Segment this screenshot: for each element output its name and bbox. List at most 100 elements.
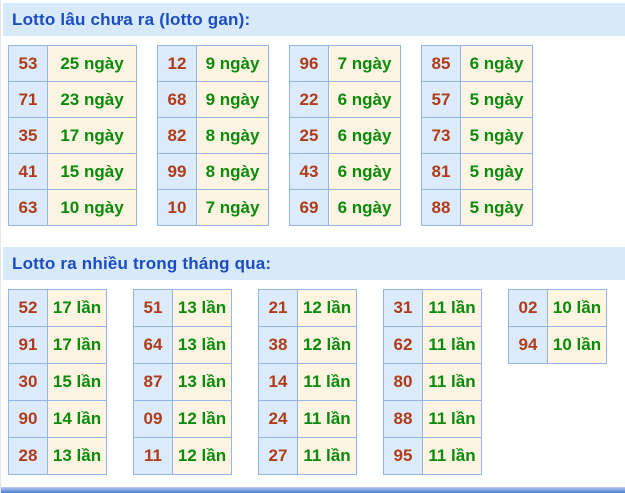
lotto-frequency-cell: 12 lần: [172, 437, 232, 475]
table-row: 27 11 lần: [258, 437, 357, 475]
lotto-table: 12 9 ngày 68 9 ngày 82 8 ngày 99 8 ngày 10 7 ngày: [157, 45, 269, 226]
table-row: 99 8 ngày: [157, 153, 269, 190]
lotto-frequency-cell: 13 lần: [47, 437, 107, 475]
section-lotto-frequent: Lotto ra nhiều trong tháng qua: 52 17 lần…: [1, 247, 625, 475]
lotto-number-cell: 88: [383, 400, 423, 438]
lotto-frequency-cell: 5 ngày: [460, 189, 533, 226]
lotto-number-cell: 28: [8, 437, 48, 475]
lotto-frequency-cell: 5 ngày: [460, 81, 533, 118]
lotto-number-cell: 10: [157, 189, 197, 226]
lotto-number-cell: 53: [8, 45, 48, 82]
lotto-number-cell: 68: [157, 81, 197, 118]
lotto-number-cell: 43: [289, 153, 329, 190]
lotto-frequency-cell: 15 lần: [47, 363, 107, 401]
lotto-number-cell: 96: [289, 45, 329, 82]
table-row: 88 5 ngày: [421, 189, 533, 226]
table-row: 21 12 lần: [258, 289, 357, 327]
table-row: 94 10 lần: [508, 326, 607, 364]
lotto-table: 52 17 lần 91 17 lần 30 15 lần 90 14 lần 28 13 lần: [8, 289, 107, 475]
lotto-number-cell: 22: [289, 81, 329, 118]
table-row: 95 11 lần: [383, 437, 482, 475]
bottom-divider-bar: [1, 487, 625, 493]
lotto-frequency-cell: 14 lần: [47, 400, 107, 438]
table-row: 96 7 ngày: [289, 45, 401, 82]
table-row: 52 17 lần: [8, 289, 107, 327]
table-row: 64 13 lần: [133, 326, 232, 364]
lotto-number-cell: 25: [289, 117, 329, 154]
table-row: 38 12 lần: [258, 326, 357, 364]
table-row: 87 13 lần: [133, 363, 232, 401]
lotto-table: 02 10 lần 94 10 lần: [508, 289, 607, 364]
lotto-gan-tables: 53 25 ngày 71 23 ngày 35 17 ngày 41 15 ngày 63 10…: [1, 45, 625, 226]
lotto-number-cell: 91: [8, 326, 48, 364]
lotto-number-cell: 31: [383, 289, 423, 327]
lotto-gan-title: Lotto lâu chưa ra (lotto gan):: [12, 9, 251, 29]
table-row: 68 9 ngày: [157, 81, 269, 118]
table-row: 24 11 lần: [258, 400, 357, 438]
lotto-frequency-cell: 9 ngày: [196, 45, 269, 82]
table-row: 80 11 lần: [383, 363, 482, 401]
lotto-number-cell: 88: [421, 189, 461, 226]
lotto-table: 53 25 ngày 71 23 ngày 35 17 ngày 41 15 ngày 63 10…: [8, 45, 137, 226]
lotto-number-cell: 85: [421, 45, 461, 82]
table-row: 35 17 ngày: [8, 117, 137, 154]
lotto-number-cell: 80: [383, 363, 423, 401]
table-row: 69 6 ngày: [289, 189, 401, 226]
lotto-number-cell: 95: [383, 437, 423, 475]
lotto-number-cell: 51: [133, 289, 173, 327]
table-row: 25 6 ngày: [289, 117, 401, 154]
table-row: 81 5 ngày: [421, 153, 533, 190]
lotto-number-cell: 63: [8, 189, 48, 226]
table-row: 82 8 ngày: [157, 117, 269, 154]
table-row: 41 15 ngày: [8, 153, 137, 190]
table-row: 85 6 ngày: [421, 45, 533, 82]
lotto-frequency-cell: 23 ngày: [47, 81, 137, 118]
lotto-frequency-cell: 10 ngày: [47, 189, 137, 226]
lotto-number-cell: 41: [8, 153, 48, 190]
table-row: 02 10 lần: [508, 289, 607, 327]
lotto-frequency-cell: 9 ngày: [196, 81, 269, 118]
lotto-number-cell: 90: [8, 400, 48, 438]
lotto-table: 21 12 lần 38 12 lần 14 11 lần 24 11 lần 27 11 lần: [258, 289, 357, 475]
lotto-frequent-title: Lotto ra nhiều trong tháng qua:: [12, 253, 272, 273]
lotto-number-cell: 57: [421, 81, 461, 118]
table-row: 73 5 ngày: [421, 117, 533, 154]
lotto-frequency-cell: 17 lần: [47, 326, 107, 364]
lotto-number-cell: 99: [157, 153, 197, 190]
lotto-number-cell: 64: [133, 326, 173, 364]
lotto-number-cell: 82: [157, 117, 197, 154]
lotto-number-cell: 30: [8, 363, 48, 401]
lotto-frequency-cell: 10 lần: [547, 289, 607, 327]
lotto-number-cell: 14: [258, 363, 298, 401]
lotto-frequent-title-bar: Lotto ra nhiều trong tháng qua:: [3, 247, 625, 280]
lotto-frequency-cell: 5 ngày: [460, 117, 533, 154]
lotto-number-cell: 12: [157, 45, 197, 82]
lotto-frequency-cell: 10 lần: [547, 326, 607, 364]
lotto-number-cell: 02: [508, 289, 548, 327]
lotto-frequency-cell: 8 ngày: [196, 153, 269, 190]
lotto-frequency-cell: 6 ngày: [460, 45, 533, 82]
table-row: 11 12 lần: [133, 437, 232, 475]
table-row: 10 7 ngày: [157, 189, 269, 226]
table-row: 09 12 lần: [133, 400, 232, 438]
lotto-frequency-cell: 13 lần: [172, 363, 232, 401]
lotto-frequent-tables: 52 17 lần 91 17 lần 30 15 lần 90 14 lần 28 13 lần…: [1, 289, 625, 475]
lotto-gan-title-bar: Lotto lâu chưa ra (lotto gan):: [3, 3, 625, 36]
lotto-frequency-cell: 7 ngày: [328, 45, 401, 82]
lotto-table: 31 11 lần 62 11 lần 80 11 lần 88 11 lần 95 11 lần: [383, 289, 482, 475]
table-row: 90 14 lần: [8, 400, 107, 438]
table-row: 31 11 lần: [383, 289, 482, 327]
lotto-number-cell: 35: [8, 117, 48, 154]
lotto-frequency-cell: 12 lần: [297, 326, 357, 364]
table-row: 91 17 lần: [8, 326, 107, 364]
lotto-frequency-cell: 13 lần: [172, 326, 232, 364]
lotto-frequency-cell: 11 lần: [297, 400, 357, 438]
lotto-number-cell: 09: [133, 400, 173, 438]
table-row: 12 9 ngày: [157, 45, 269, 82]
lotto-table: 85 6 ngày 57 5 ngày 73 5 ngày 81 5 ngày 88 5 ngày: [421, 45, 533, 226]
table-row: 30 15 lần: [8, 363, 107, 401]
lotto-frequency-cell: 8 ngày: [196, 117, 269, 154]
table-row: 53 25 ngày: [8, 45, 137, 82]
lotto-number-cell: 73: [421, 117, 461, 154]
